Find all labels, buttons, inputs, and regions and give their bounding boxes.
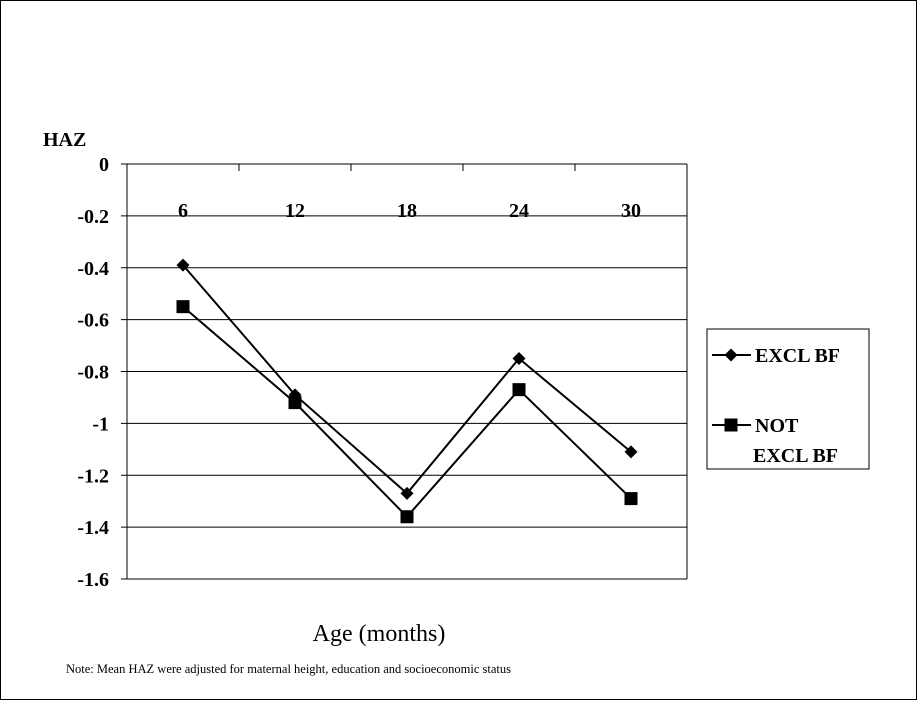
category-label: 6 [178,200,188,222]
legend-marker [724,418,738,432]
series-line [182,305,632,519]
category-labels: 6 12 18 24 30 [178,200,641,222]
data-point [512,383,526,397]
category-label: 12 [285,200,305,222]
chart-note: Note: Mean HAZ were adjusted for materna… [66,662,511,676]
y-tick-label: -0.2 [77,206,109,228]
category-label: 30 [621,200,641,222]
series-line [182,264,632,495]
y-tick-labels: 0 -0.2 -0.4 -0.6 -0.8 -1 -1.2 -1.4 -1.6 [77,154,109,591]
legend-label: NOT [755,415,799,437]
y-tick-label: 0 [99,154,109,176]
legend-label: EXCL BF [755,345,840,367]
y-axis-label: HAZ [43,129,86,151]
y-tick-label: -1.2 [77,465,109,487]
data-point [176,258,190,272]
category-label: 24 [509,200,529,222]
data-point [624,492,638,506]
data-point [400,486,414,500]
x-axis-label: Age (months) [313,621,446,647]
data-point [176,300,190,314]
y-tick-label: -0.6 [77,310,109,332]
legend-entry-1: EXCL BF [712,345,840,367]
axes [121,163,688,580]
data-point [400,510,414,524]
series-2 [176,300,638,524]
legend: EXCL BF NOT EXCL BF [706,328,870,470]
legend-entry-2: NOT EXCL BF [712,415,838,467]
data-point [512,352,526,366]
legend-label: EXCL BF [753,445,838,467]
series-lines [176,258,638,524]
grid-lines [127,215,687,580]
series-1 [176,258,638,500]
legend-marker [724,348,738,362]
y-tick-label: -0.8 [77,362,109,384]
y-tick-label: -1.4 [77,517,109,539]
category-label: 18 [397,200,417,222]
y-tick-label: -0.4 [77,258,109,280]
y-tick-label: -1.6 [77,569,109,591]
y-tick-label: -1 [92,413,109,435]
data-point [624,445,638,459]
data-point [288,396,302,410]
